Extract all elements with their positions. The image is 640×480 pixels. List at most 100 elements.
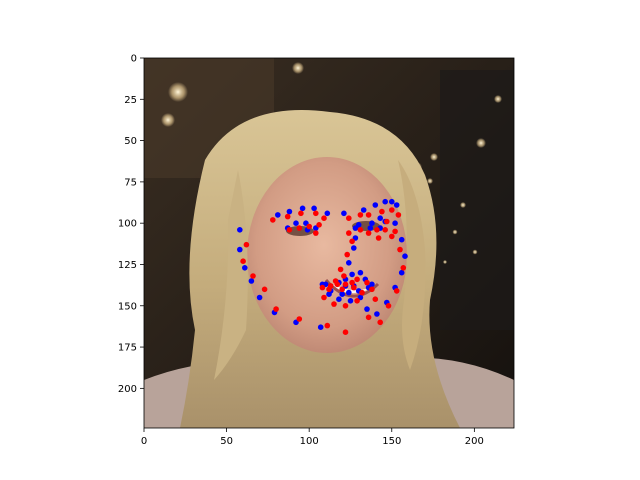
landmark-point (357, 227, 364, 233)
landmark-point (311, 205, 317, 212)
landmark-point (393, 202, 400, 208)
y-axis-ticks: 0 25 50 75 100 125 150 175 200 (118, 54, 144, 395)
landmark-point (369, 281, 375, 288)
landmark-point (367, 225, 374, 231)
landmark-point (365, 314, 372, 321)
landmark-point (354, 298, 360, 304)
landmark-point (397, 246, 403, 253)
landmark-point (306, 223, 313, 230)
landmark-point (339, 291, 346, 298)
landmark-point (382, 198, 389, 205)
landmark-point (402, 253, 408, 259)
landmark-point (382, 227, 389, 233)
face-photo-image (144, 58, 514, 428)
landmark-point (237, 227, 243, 233)
landmark-point (372, 202, 379, 208)
landmark-point (339, 286, 346, 293)
landmark-point (398, 269, 405, 276)
y-tick-label: 50 (124, 136, 137, 147)
landmark-point (344, 251, 351, 258)
landmark-point (392, 228, 398, 235)
landmark-point (299, 205, 306, 212)
landmark-point (331, 301, 337, 307)
landmark-point (395, 212, 402, 218)
landmark-point (336, 296, 342, 303)
landmark-point (369, 286, 375, 293)
landmark-point (377, 215, 384, 221)
landmark-point (321, 294, 327, 301)
landmark-point (341, 273, 347, 279)
landmark-point (324, 322, 331, 329)
landmark-point (357, 212, 364, 218)
landmark-point (372, 296, 379, 303)
landmark-point (296, 316, 303, 322)
y-tick-label: 25 (124, 95, 137, 106)
landmark-point (256, 294, 263, 301)
landmark-point (261, 286, 268, 293)
landmark-point (240, 258, 246, 265)
landmark-point (313, 210, 319, 217)
landmark-point (250, 273, 256, 279)
landmark-point (342, 329, 349, 336)
landmark-point (389, 198, 395, 205)
landmark-point (248, 278, 255, 284)
landmark-point (359, 289, 365, 296)
plot-frame (143, 57, 515, 429)
x-tick-label: 100 (300, 436, 319, 447)
landmark-point (317, 324, 324, 331)
landmark-point (375, 235, 382, 241)
landmark-point (237, 246, 243, 253)
landmark-point (342, 303, 349, 309)
landmark-point (346, 289, 352, 296)
landmark-point (400, 265, 407, 271)
landmark-point (324, 210, 331, 217)
landmark-point (321, 215, 327, 221)
landmark-point (296, 225, 303, 231)
landmark-point (332, 278, 339, 284)
landmark-point (389, 207, 395, 213)
landmark-point (351, 284, 357, 291)
landmark-point (384, 218, 390, 225)
landmark-point (275, 212, 281, 218)
landmark-point (360, 207, 367, 213)
landmark-point (346, 260, 352, 266)
y-tick-label: 0 (131, 54, 137, 65)
landmark-point (327, 283, 334, 289)
landmark-point (364, 306, 370, 312)
y-tick-label: 100 (118, 219, 137, 230)
landmark-point (398, 236, 405, 243)
landmark-point (293, 220, 299, 226)
landmark-point (270, 217, 276, 223)
y-tick-label: 150 (118, 301, 137, 312)
y-tick-label: 75 (124, 177, 137, 188)
landmark-point (355, 222, 362, 228)
landmark-point (319, 284, 326, 291)
x-tick-label: 200 (465, 436, 484, 447)
landmark-point (351, 245, 357, 251)
x-axis-ticks: 0 50 100 150 200 (141, 428, 484, 447)
landmark-point (365, 230, 372, 236)
x-tick-label: 50 (220, 436, 233, 447)
landmark-points (237, 198, 408, 336)
landmark-point (242, 265, 248, 271)
x-tick-label: 0 (141, 436, 147, 447)
landmark-point (341, 210, 347, 217)
landmark-point (365, 212, 372, 218)
landmark-point (286, 227, 293, 233)
landmark-point (369, 220, 375, 226)
landmark-point (349, 271, 355, 278)
landmark-point (349, 238, 355, 245)
landmark-point (243, 241, 250, 248)
landmark-point (347, 298, 354, 304)
landmark-point (316, 222, 322, 228)
y-tick-label: 200 (118, 384, 137, 395)
landmark-point (298, 210, 304, 217)
landmark-point (284, 213, 291, 220)
landmark-point (393, 288, 400, 294)
landmark-point (364, 279, 370, 286)
landmark-point (313, 230, 319, 236)
x-tick-label: 150 (382, 436, 401, 447)
landmark-point (346, 230, 352, 236)
landmark-point (326, 291, 332, 298)
